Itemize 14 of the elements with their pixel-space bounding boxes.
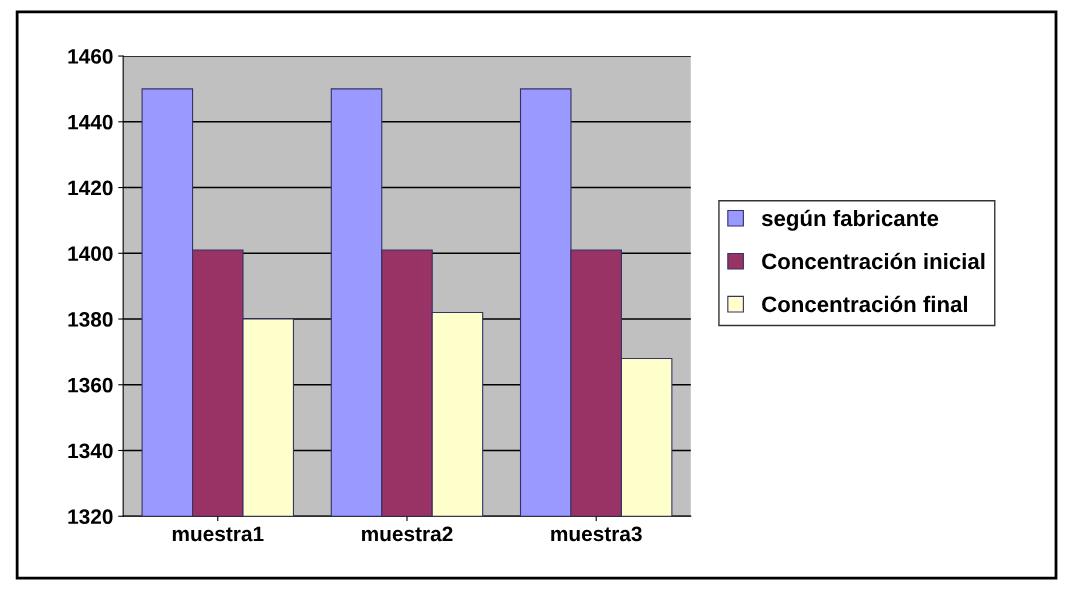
y-tick-label: 1460	[68, 49, 113, 64]
y-tick-label: 1420	[68, 180, 113, 196]
x-tick-label: muestra3	[551, 526, 642, 542]
y-tick-label: 1340	[68, 443, 113, 459]
legend-label: Concentración final	[762, 295, 968, 313]
legend-label: según fabricante	[761, 209, 939, 231]
y-tick-label: 1400	[68, 246, 113, 262]
y-tick-label: 1320	[68, 509, 113, 525]
x-tick-label: muestra2	[362, 526, 453, 542]
y-tick-label: 1360	[68, 377, 113, 393]
x-tick-label: muestra1	[172, 526, 264, 542]
legend-label: Concentración inicial	[762, 252, 985, 270]
y-tick-label: 1440	[68, 114, 113, 130]
y-tick-label: 1380	[68, 312, 113, 327]
